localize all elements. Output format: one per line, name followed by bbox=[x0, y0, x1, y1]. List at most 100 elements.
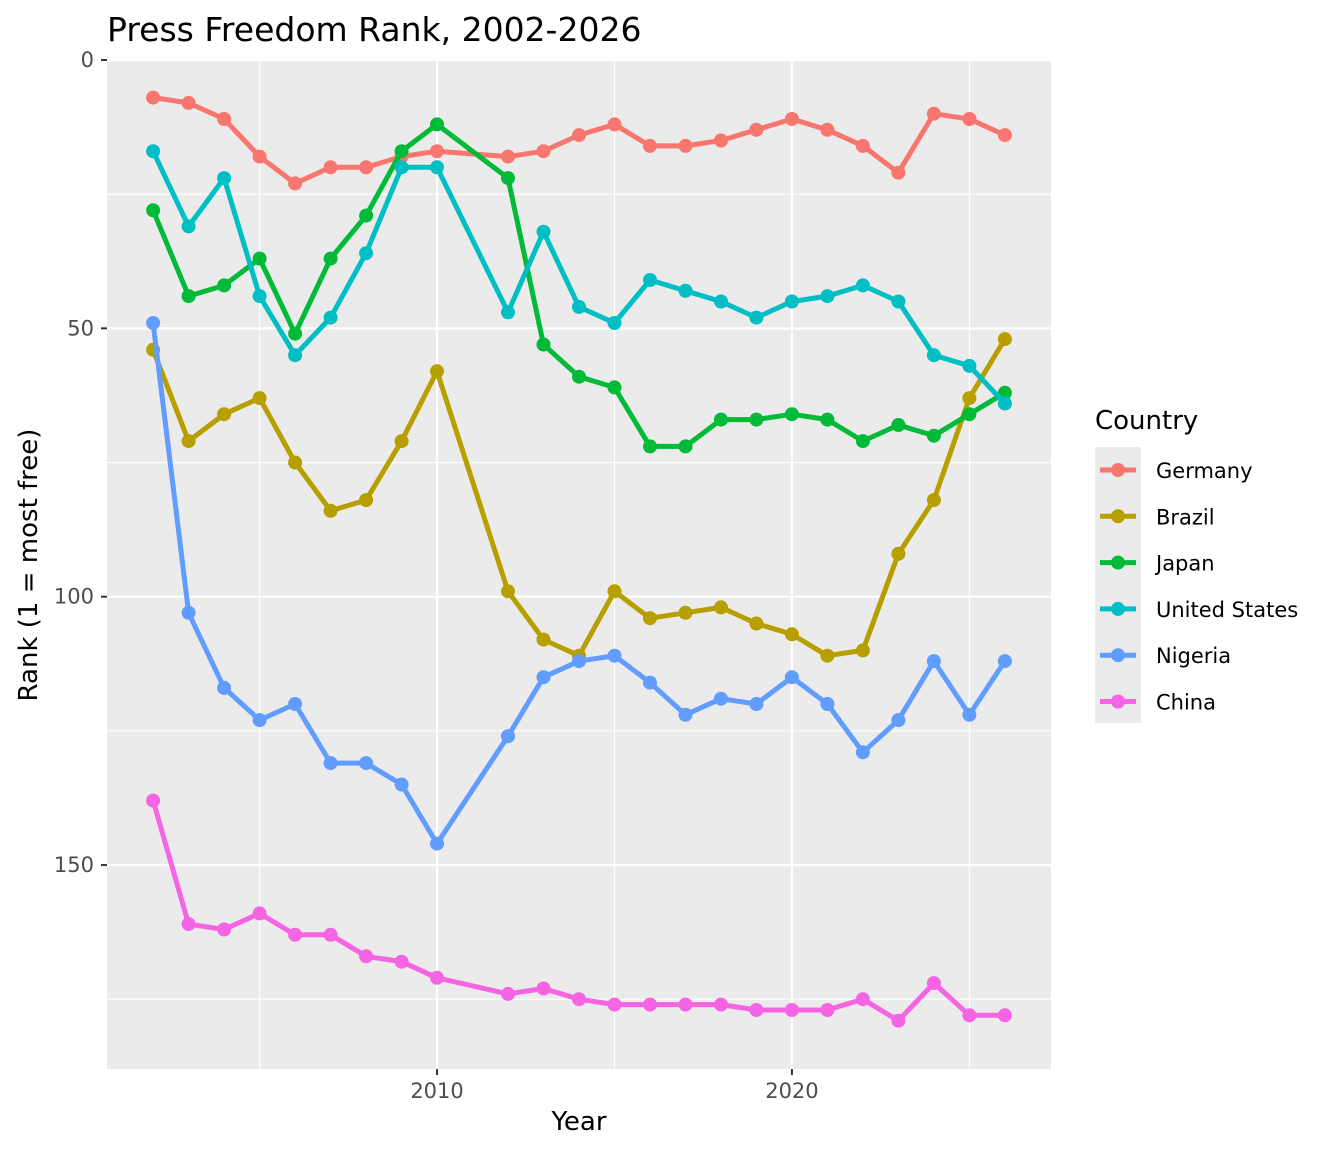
series-nigeria bbox=[146, 316, 1012, 851]
data-point-united-states bbox=[217, 171, 232, 186]
data-point-nigeria bbox=[643, 675, 657, 690]
data-point-nigeria bbox=[855, 745, 870, 760]
series-layer bbox=[146, 90, 1012, 1028]
data-point-nigeria bbox=[926, 654, 941, 669]
data-point-united-states bbox=[962, 358, 977, 373]
data-point-united-states bbox=[678, 283, 693, 298]
data-point-nigeria bbox=[607, 648, 622, 663]
data-point-nigeria bbox=[323, 756, 338, 771]
data-point-brazil bbox=[501, 584, 515, 599]
legend-title: Country bbox=[1095, 406, 1198, 436]
data-point-germany bbox=[997, 128, 1012, 143]
data-point-brazil bbox=[784, 627, 799, 642]
data-point-japan bbox=[678, 439, 693, 454]
data-point-germany bbox=[252, 149, 267, 164]
legend-key-point bbox=[1111, 694, 1125, 709]
data-point-japan bbox=[749, 412, 764, 427]
minor-gridlines bbox=[107, 60, 1051, 1069]
data-point-united-states bbox=[536, 224, 551, 239]
data-point-japan bbox=[394, 144, 409, 159]
data-point-germany bbox=[962, 112, 977, 126]
data-point-china bbox=[501, 986, 515, 1001]
data-point-japan bbox=[643, 439, 657, 454]
data-point-united-states bbox=[430, 160, 444, 175]
data-point-nigeria bbox=[359, 756, 374, 771]
x-tick-label: 2010 bbox=[410, 1079, 463, 1103]
data-point-germany bbox=[607, 117, 622, 132]
data-point-japan bbox=[359, 208, 374, 223]
y-tick-label: 100 bbox=[54, 585, 94, 609]
data-point-united-states bbox=[572, 299, 586, 314]
y-tick-label: 50 bbox=[67, 316, 94, 340]
data-point-nigeria bbox=[891, 713, 906, 728]
data-point-japan bbox=[181, 289, 196, 304]
major-gridlines bbox=[107, 58, 1051, 1069]
y-tick-label: 0 bbox=[81, 48, 94, 72]
data-point-china bbox=[855, 992, 870, 1007]
data-point-nigeria bbox=[217, 680, 232, 695]
data-point-nigeria bbox=[181, 605, 196, 620]
legend-items: Germany Brazil Japan United States Nigeria Ch… bbox=[1100, 459, 1298, 715]
data-point-china bbox=[607, 997, 622, 1012]
data-point-germany bbox=[536, 144, 551, 159]
data-point-china bbox=[926, 976, 941, 991]
data-point-united-states bbox=[181, 219, 196, 234]
data-point-china bbox=[394, 954, 409, 969]
data-point-nigeria bbox=[430, 836, 444, 851]
data-point-brazil bbox=[891, 546, 906, 561]
data-point-germany bbox=[501, 149, 515, 164]
series-united-states bbox=[146, 144, 1012, 411]
data-point-china bbox=[181, 917, 196, 932]
y-axis-title: Rank (1 = most free) bbox=[14, 429, 44, 702]
data-point-china bbox=[749, 1003, 764, 1017]
data-point-united-states bbox=[714, 294, 728, 309]
data-point-united-states bbox=[394, 160, 409, 175]
legend-label: Germany bbox=[1156, 459, 1253, 483]
data-point-brazil bbox=[359, 493, 374, 508]
data-point-china bbox=[217, 922, 232, 937]
data-point-brazil bbox=[714, 600, 728, 615]
data-point-nigeria bbox=[678, 707, 693, 722]
data-point-japan bbox=[252, 251, 267, 266]
data-point-united-states bbox=[784, 294, 799, 309]
legend-key-point bbox=[1111, 601, 1125, 616]
data-point-nigeria bbox=[997, 654, 1012, 669]
legend-item-china: China bbox=[1100, 691, 1216, 715]
legend-label: Nigeria bbox=[1156, 644, 1231, 668]
data-point-germany bbox=[820, 122, 835, 137]
data-point-brazil bbox=[855, 643, 870, 658]
data-point-nigeria bbox=[288, 697, 303, 711]
data-point-japan bbox=[820, 412, 835, 427]
data-point-nigeria bbox=[394, 777, 409, 792]
series-china bbox=[146, 793, 1012, 1028]
data-point-united-states bbox=[749, 310, 764, 325]
data-point-china bbox=[572, 992, 586, 1007]
data-point-germany bbox=[855, 138, 870, 153]
data-point-nigeria bbox=[962, 707, 977, 722]
data-point-germany bbox=[678, 138, 693, 153]
legend-label: Japan bbox=[1154, 552, 1215, 576]
data-point-china bbox=[997, 1008, 1012, 1023]
data-point-united-states bbox=[252, 289, 267, 304]
data-point-japan bbox=[891, 418, 906, 432]
data-point-united-states bbox=[323, 310, 338, 325]
data-point-germany bbox=[891, 165, 906, 180]
data-point-united-states bbox=[997, 396, 1012, 411]
data-point-brazil bbox=[820, 648, 835, 663]
data-point-united-states bbox=[855, 278, 870, 293]
data-point-germany bbox=[359, 160, 374, 175]
data-point-china bbox=[820, 1003, 835, 1017]
data-point-china bbox=[146, 793, 161, 808]
legend-item-japan: Japan bbox=[1100, 552, 1215, 576]
data-point-brazil bbox=[997, 332, 1012, 347]
data-point-germany bbox=[181, 95, 196, 110]
data-point-united-states bbox=[501, 305, 515, 320]
data-point-japan bbox=[962, 407, 977, 422]
data-point-germany bbox=[572, 128, 586, 143]
data-point-united-states bbox=[288, 348, 303, 363]
data-point-japan bbox=[323, 251, 338, 266]
data-point-brazil bbox=[678, 605, 693, 620]
data-point-united-states bbox=[146, 144, 161, 159]
data-point-china bbox=[678, 997, 693, 1012]
